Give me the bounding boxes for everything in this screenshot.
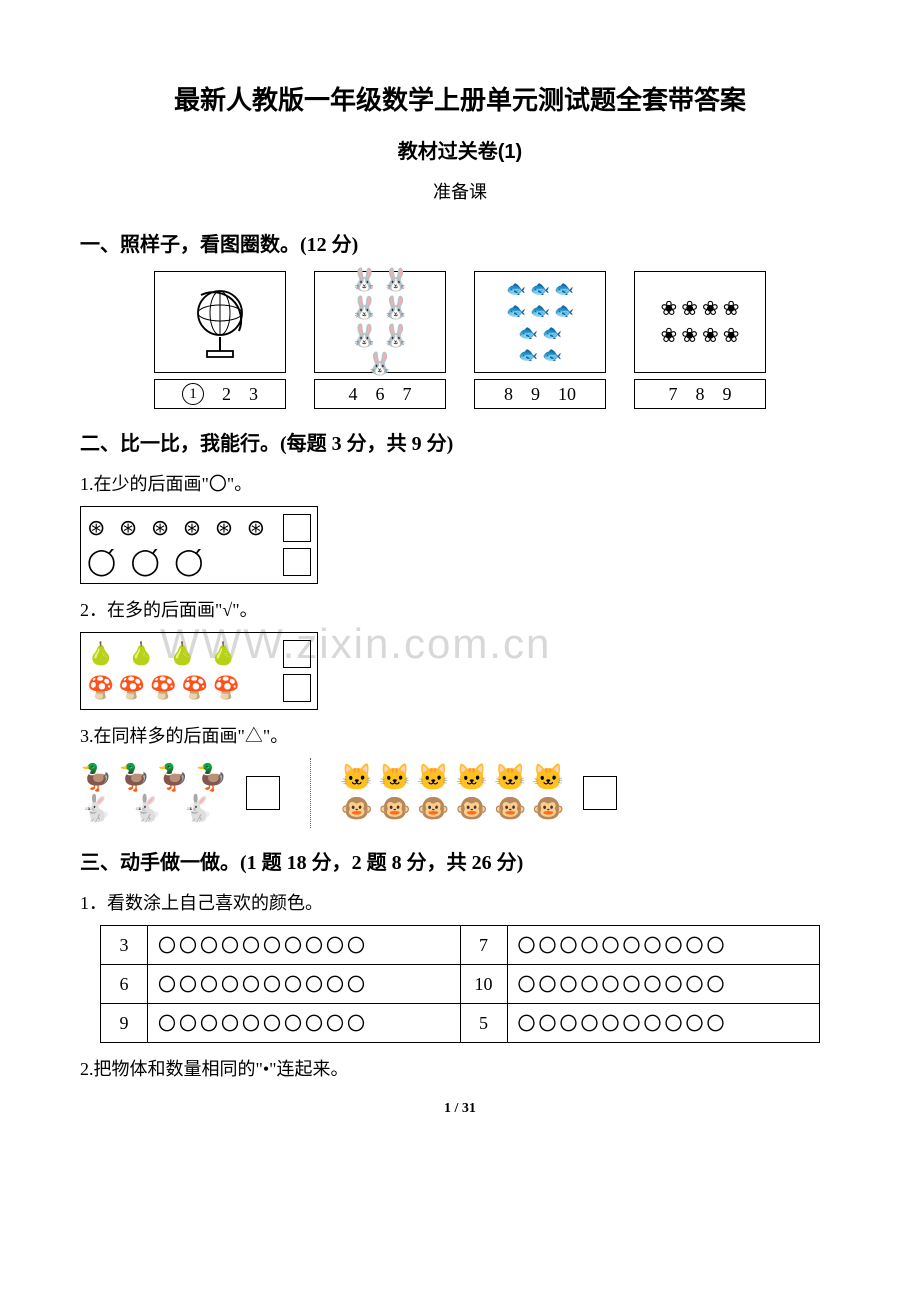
- cell-num: 9: [101, 1004, 148, 1043]
- s2-q2-row2-icons: 🍄🍄🍄🍄🍄: [87, 675, 277, 701]
- rabbit-icon: 🐰: [351, 295, 378, 321]
- s2-q1-text: 1.在少的后面画"〇"。: [80, 470, 840, 496]
- s3-q1-text: 1．看数涂上自己喜欢的颜色。: [80, 889, 840, 915]
- answer-box[interactable]: [246, 776, 280, 810]
- rabbit-icon: 🐰: [382, 295, 409, 321]
- page-title: 最新人教版一年级数学上册单元测试题全套带答案: [80, 80, 840, 117]
- cat-row: 🐱🐱🐱🐱🐱🐱: [341, 762, 571, 793]
- s2-q3-left: 🦆🦆🦆🦆 🐇 🐇 🐇: [80, 762, 280, 824]
- num-opt: 10: [558, 384, 576, 405]
- table-row: 6 〇〇〇〇〇〇〇〇〇〇 10 〇〇〇〇〇〇〇〇〇〇: [101, 965, 820, 1004]
- section1-images: 🐰🐰 🐰🐰 🐰🐰 🐰 🐟🐟🐟 🐟🐟🐟 🐟🐟 🐟🐟 ❀❀❀❀: [80, 271, 840, 373]
- num-opt: 2: [222, 384, 231, 405]
- s3-q1-table: 3 〇〇〇〇〇〇〇〇〇〇 7 〇〇〇〇〇〇〇〇〇〇 6 〇〇〇〇〇〇〇〇〇〇 1…: [100, 925, 820, 1043]
- num-opt: 3: [249, 384, 258, 405]
- num-opt: 6: [376, 384, 385, 405]
- globe-icon: [185, 281, 255, 363]
- s1-nums-1: 4 6 7: [314, 379, 446, 409]
- s1-nums-0: 1 2 3: [154, 379, 286, 409]
- cell-circles: 〇〇〇〇〇〇〇〇〇〇: [148, 926, 461, 965]
- page-footer: 1 / 31: [80, 1101, 840, 1117]
- answer-box[interactable]: [283, 548, 311, 576]
- s1-box-globe: [154, 271, 286, 373]
- cell-circles: 〇〇〇〇〇〇〇〇〇〇: [148, 965, 461, 1004]
- flower-icon: ❀: [660, 296, 677, 321]
- cell-circles: 〇〇〇〇〇〇〇〇〇〇: [507, 965, 820, 1004]
- s2-q3-wrap: 🦆🦆🦆🦆 🐇 🐇 🐇 🐱🐱🐱🐱🐱🐱 🐵🐵🐵🐵🐵🐵: [80, 758, 840, 828]
- fish-icon: 🐟: [506, 279, 526, 299]
- s1-box-flowers: ❀❀❀❀ ❀❀❀❀: [634, 271, 766, 373]
- s2-q1-row1-icons: ⊛ ⊛ ⊛ ⊛ ⊛ ⊛: [87, 515, 277, 541]
- s2-q1-box: ⊛ ⊛ ⊛ ⊛ ⊛ ⊛ ◯́ ◯́ ◯́: [80, 506, 318, 584]
- num-opt: 9: [723, 384, 732, 405]
- cell-num: 7: [460, 926, 507, 965]
- num-opt: 9: [531, 384, 540, 405]
- duck-row: 🦆🦆🦆🦆: [80, 762, 234, 793]
- s3-q2-text: 2.把物体和数量相同的"•"连起来。: [80, 1055, 840, 1081]
- bunny-row: 🐇 🐇 🐇: [80, 793, 234, 824]
- prep-label: 准备课: [80, 178, 840, 204]
- num-opt: 4: [349, 384, 358, 405]
- num-opt: 8: [696, 384, 705, 405]
- cell-circles: 〇〇〇〇〇〇〇〇〇〇: [507, 1004, 820, 1043]
- subtitle: 教材过关卷(1): [80, 135, 840, 164]
- rabbit-icon: 🐰: [382, 267, 409, 293]
- num-opt: 7: [403, 384, 412, 405]
- section1-heading: 一、照样子，看图圈数。(12 分): [80, 228, 840, 257]
- answer-box[interactable]: [283, 674, 311, 702]
- s1-box-fish: 🐟🐟🐟 🐟🐟🐟 🐟🐟 🐟🐟: [474, 271, 606, 373]
- s2-q2-box: 🍐 🍐 🍐 🍐 🍄🍄🍄🍄🍄: [80, 632, 318, 710]
- cell-circles: 〇〇〇〇〇〇〇〇〇〇: [507, 926, 820, 965]
- cell-num: 5: [460, 1004, 507, 1043]
- section1-numbers: 1 2 3 4 6 7 8 9 10 7 8 9: [80, 379, 840, 409]
- section2-heading: 二、比一比，我能行。(每题 3 分，共 9 分): [80, 427, 840, 456]
- s1-nums-2: 8 9 10: [474, 379, 606, 409]
- cell-num: 3: [101, 926, 148, 965]
- num-opt: 8: [504, 384, 513, 405]
- answer-box[interactable]: [283, 640, 311, 668]
- cell-num: 6: [101, 965, 148, 1004]
- table-row: 9 〇〇〇〇〇〇〇〇〇〇 5 〇〇〇〇〇〇〇〇〇〇: [101, 1004, 820, 1043]
- s2-q2-text: 2．在多的后面画"√"。: [80, 596, 840, 622]
- monkey-row: 🐵🐵🐵🐵🐵🐵: [341, 793, 571, 824]
- s1-box-rabbits: 🐰🐰 🐰🐰 🐰🐰 🐰: [314, 271, 446, 373]
- answer-box[interactable]: [583, 776, 617, 810]
- s2-q2-row1-icons: 🍐 🍐 🍐 🍐: [87, 641, 277, 667]
- s2-q3-text: 3.在同样多的后面画"△"。: [80, 722, 840, 748]
- cell-circles: 〇〇〇〇〇〇〇〇〇〇: [148, 1004, 461, 1043]
- rabbit-icon: 🐰: [366, 351, 393, 377]
- s1-nums-3: 7 8 9: [634, 379, 766, 409]
- section3-heading: 三、动手做一做。(1 题 18 分，2 题 8 分，共 26 分): [80, 846, 840, 875]
- divider: [310, 758, 311, 828]
- answer-box[interactable]: [283, 514, 311, 542]
- num-opt: 7: [669, 384, 678, 405]
- rabbit-icon: 🐰: [382, 323, 409, 349]
- s2-q3-right: 🐱🐱🐱🐱🐱🐱 🐵🐵🐵🐵🐵🐵: [341, 762, 617, 824]
- s2-q1-row2-icons: ◯́ ◯́ ◯́: [87, 547, 277, 577]
- cell-num: 10: [460, 965, 507, 1004]
- rabbit-icon: 🐰: [351, 267, 378, 293]
- table-row: 3 〇〇〇〇〇〇〇〇〇〇 7 〇〇〇〇〇〇〇〇〇〇: [101, 926, 820, 965]
- rabbit-icon: 🐰: [351, 323, 378, 349]
- num-circled: 1: [182, 383, 204, 405]
